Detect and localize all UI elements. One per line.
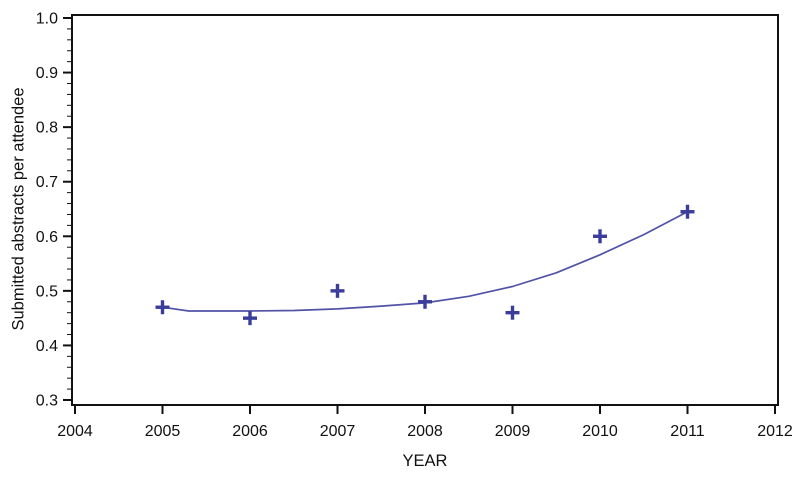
x-tick-label: 2006 [232,423,268,440]
y-tick-label: 0.9 [36,65,58,82]
y-tick-label: 1.0 [36,11,58,28]
x-tick-label: 2010 [582,423,618,440]
x-tick-label: 2011 [670,423,705,440]
y-tick-label: 0.7 [36,174,58,191]
y-tick-label: 0.4 [36,338,58,355]
data-point-marker [418,294,432,309]
x-tick-label: 2012 [757,423,793,440]
y-tick-label: 0.6 [36,229,58,246]
data-point-marker [505,305,520,320]
x-tick-label: 2009 [495,423,531,440]
y-tick-label: 0.3 [36,393,58,410]
data-point-marker [593,229,607,244]
plot-frame [71,14,779,406]
y-axis-title: Submitted abstracts per attendee [9,87,28,331]
x-tick-label: 2007 [320,423,356,440]
x-axis-title: YEAR [402,452,448,470]
data-point-marker [330,283,345,298]
x-tick-label: 2004 [57,423,93,440]
data-point-marker [243,311,257,326]
data-point-marker [155,300,170,315]
x-tick-label: 2005 [145,423,181,440]
x-tick-label: 2008 [407,423,443,440]
y-tick-label: 0.8 [36,120,58,137]
y-tick-label: 0.5 [36,283,58,300]
data-point-marker [680,204,695,219]
